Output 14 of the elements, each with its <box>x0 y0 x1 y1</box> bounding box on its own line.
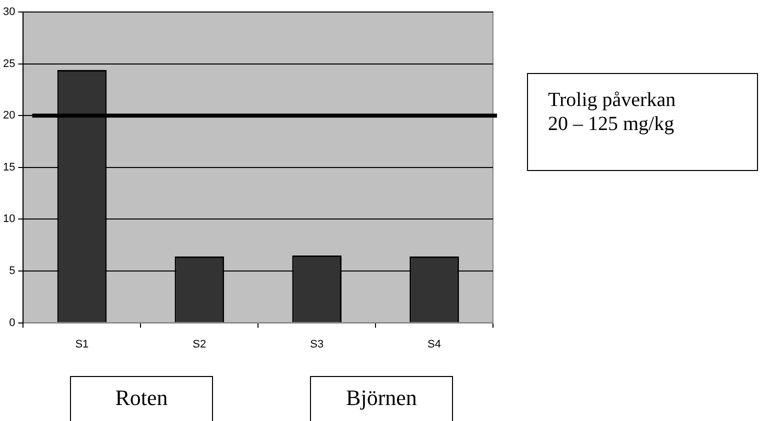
y-tick-label: 10 <box>2 213 16 226</box>
text: Roten <box>70 376 213 421</box>
y-tick-label: 20 <box>2 110 16 122</box>
y-tick-label: 25 <box>2 58 16 70</box>
y-tick-label: 0 <box>9 316 16 329</box>
x-tick-label: S4 <box>428 338 442 350</box>
y-tick-label: 15 <box>2 161 16 174</box>
ref-line-label: Trolig påverkan 20 – 125 mg/kg <box>527 73 758 171</box>
x-tick-label: S3 <box>310 338 324 350</box>
x-tick-label: S2 <box>192 338 206 350</box>
y-tick-label: 5 <box>9 265 16 278</box>
text: Björnen <box>310 376 453 421</box>
y-tick-label: 30 <box>2 6 16 18</box>
x-tick-label: S1 <box>75 338 89 350</box>
